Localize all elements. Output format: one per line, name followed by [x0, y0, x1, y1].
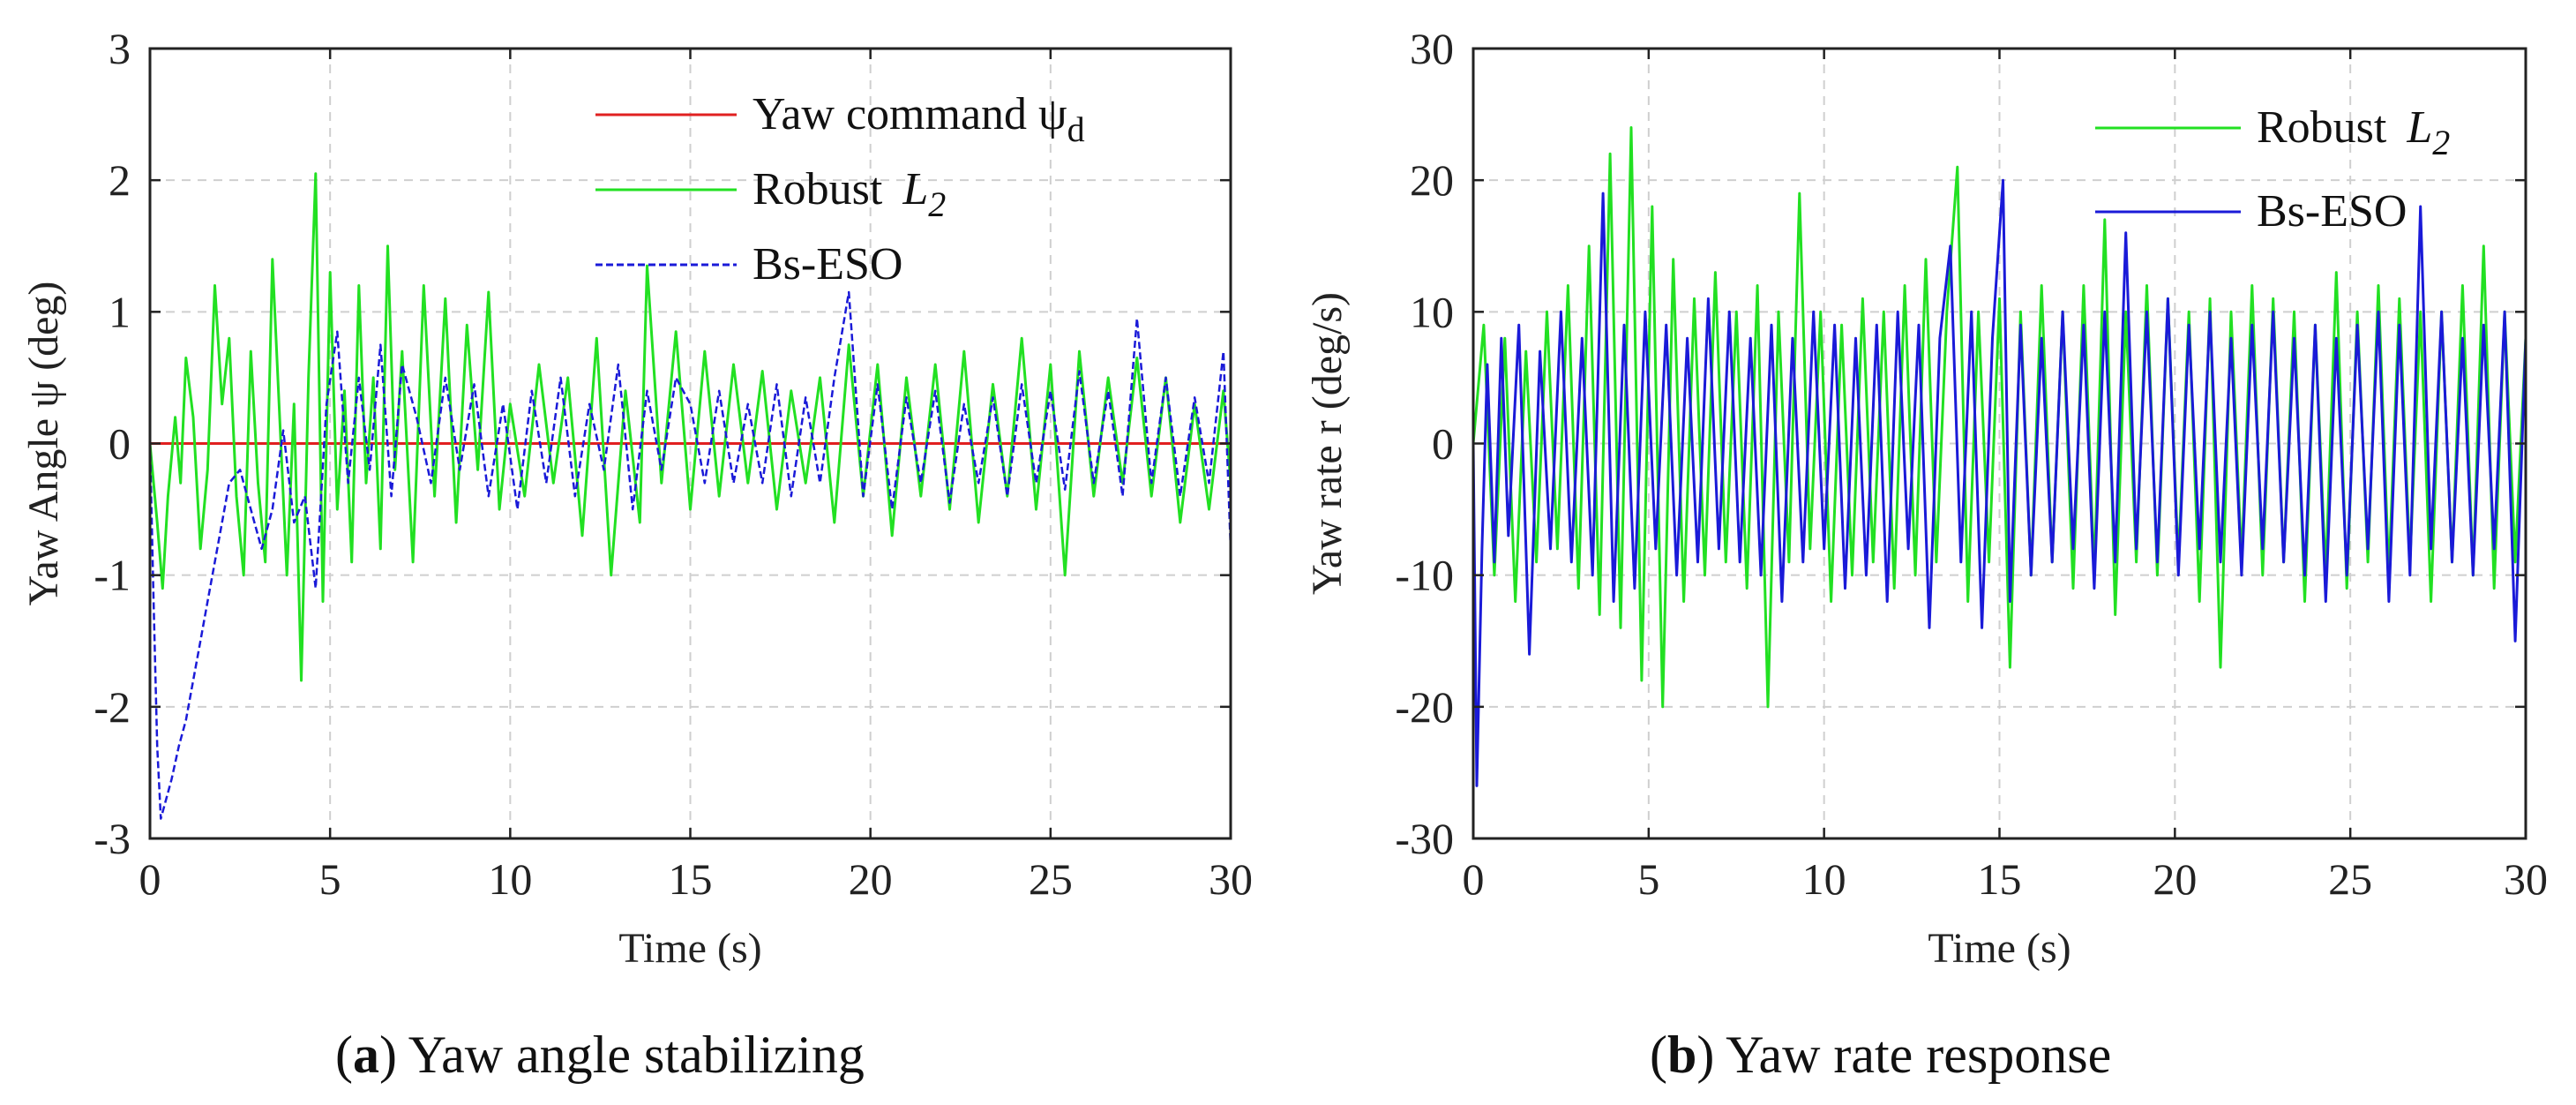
y-tick-label: 3 [109, 24, 131, 73]
x-tick-label: 20 [2153, 854, 2197, 904]
x-tick-label: 30 [2504, 854, 2548, 904]
x-tick-label: 25 [2328, 854, 2372, 904]
series-line [1471, 178, 2527, 787]
x-tick-label: 0 [1463, 854, 1485, 904]
y-tick-label: 0 [1432, 419, 1454, 469]
x-tick-label: 30 [1209, 854, 1253, 904]
series-line [148, 172, 1232, 682]
y-tick-label: -10 [1395, 551, 1454, 600]
legend-label: Robust L2 [753, 164, 946, 224]
y-tick-label: 10 [1410, 287, 1454, 336]
legend-label: Bs-ESO [2257, 186, 2407, 237]
x-tick-label: 15 [669, 854, 713, 904]
panel-yaw-rate: 0 5 10 15 20 25 30 -30 -20 -10 0 10 20 30 Time (s) Yaw … [1304, 24, 2548, 1084]
x-tick-label: 25 [1029, 854, 1073, 904]
y-tick-label: 30 [1410, 24, 1454, 73]
y-axis-title: Yaw Angle ψ (deg) [20, 282, 67, 606]
x-tick-label: 5 [319, 854, 341, 904]
y-axis-title: Yaw rate r (deg/s) [1304, 292, 1351, 595]
x-tick-label: 15 [1978, 854, 2022, 904]
x-tick-label: 0 [139, 854, 161, 904]
panel-caption: (a) Yaw angle stabilizing [335, 1026, 865, 1084]
y-tick-label: -30 [1395, 814, 1454, 863]
y-tick-label: -2 [94, 682, 131, 732]
series-line [148, 290, 1232, 820]
y-tick-label: -20 [1395, 682, 1454, 732]
x-tick-label: 20 [849, 854, 893, 904]
legend-label: Yaw command ψd [753, 89, 1085, 149]
panel-caption: (b) Yaw rate response [1650, 1026, 2111, 1084]
y-tick-label: -1 [94, 551, 131, 600]
x-axis-title: Time (s) [1928, 925, 2071, 972]
y-tick-label: 20 [1410, 155, 1454, 205]
y-tick-label: 1 [109, 287, 131, 336]
x-tick-label: 10 [488, 854, 532, 904]
legend-label: Bs-ESO [753, 239, 902, 289]
y-tick-label: -3 [94, 814, 131, 863]
x-tick-label: 10 [1802, 854, 1846, 904]
panel-yaw-angle: 0 5 10 15 20 25 30 -3 -2 -1 0 1 2 3 Time (s) Yaw Angle … [20, 24, 1253, 1084]
legend-label: Robust L2 [2257, 102, 2450, 162]
y-tick-label: 2 [109, 155, 131, 205]
x-axis-title: Time (s) [618, 925, 761, 972]
y-tick-label: 0 [109, 419, 131, 469]
x-tick-label: 5 [1637, 854, 1659, 904]
